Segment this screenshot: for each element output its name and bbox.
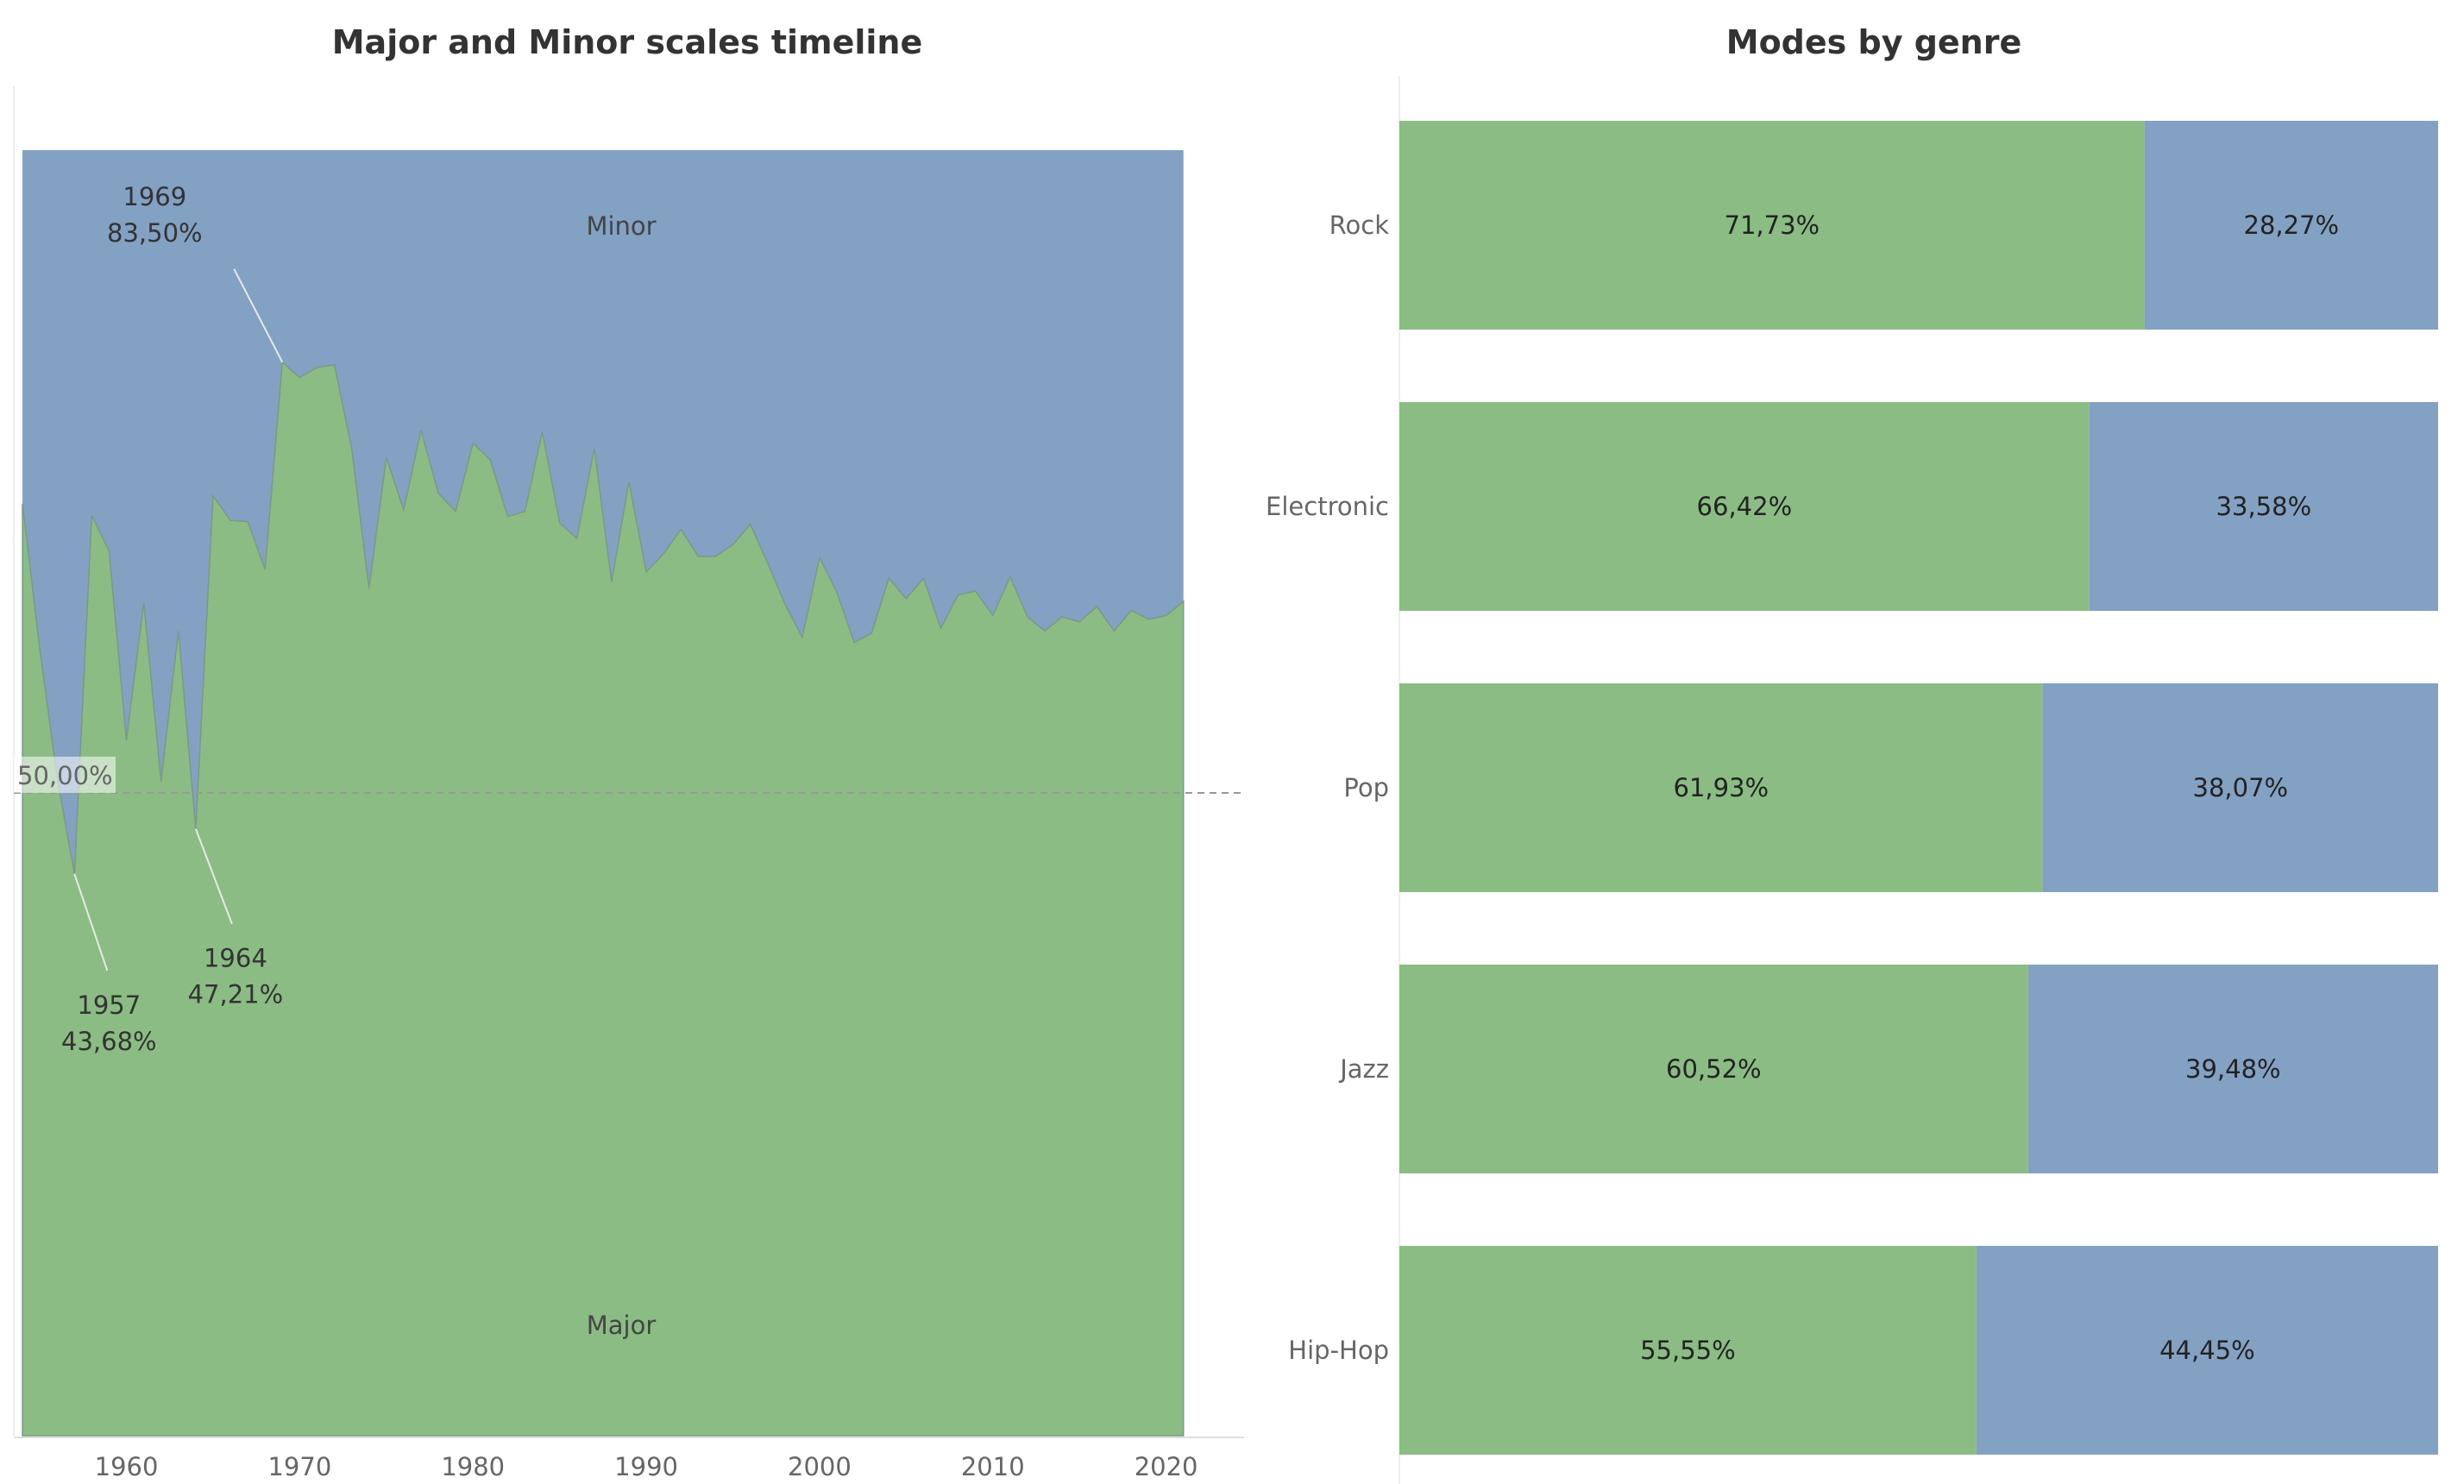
minor-region-label: Minor [586, 211, 656, 241]
major-bar-segment[interactable] [1399, 402, 2090, 611]
major-region-label: Major [587, 1311, 657, 1340]
annotation-percent: 83,50% [107, 218, 203, 248]
annotation-year: 1969 [123, 182, 186, 211]
bar-value-label: 55,55% [1640, 1336, 1736, 1365]
genre-label: Jazz [1338, 1054, 1389, 1084]
minor-bar-segment[interactable] [2144, 121, 2438, 330]
annotation-leader-line [194, 828, 233, 925]
minor-bar-segment[interactable] [1976, 1246, 2438, 1455]
genre-label: Hip-Hop [1288, 1336, 1389, 1365]
x-tick-label: 2010 [961, 1452, 1025, 1481]
major-bar-segment[interactable] [1399, 1246, 1977, 1455]
x-tick-label: 1970 [267, 1452, 331, 1481]
annotations: 1969 83,50% 1957 43,68% 1964 47,21% [61, 182, 284, 1056]
minor-bar-segment[interactable] [2089, 402, 2438, 611]
annotation-percent: 47,21% [188, 980, 284, 1009]
genre-label: Electronic [1266, 492, 1389, 521]
reference-line-label: 50,00% [17, 761, 113, 790]
genre-bars: Rock 71,73% 28,27% Electronic 66,42% 33,58% Po… [1266, 121, 2438, 1455]
bar-value-label: 39,48% [2185, 1054, 2281, 1084]
reference-label-background [14, 757, 116, 793]
genre-label: Rock [1329, 211, 1390, 240]
genre-label: Pop [1343, 773, 1389, 802]
annotation-year: 1957 [77, 990, 141, 1020]
x-tick-label: 2020 [1135, 1452, 1198, 1481]
major-bar-segment[interactable] [1399, 121, 2145, 330]
bar-value-label: 28,27% [2244, 211, 2340, 240]
x-tick-label: 1980 [441, 1452, 505, 1481]
bar-value-label: 71,73% [1725, 211, 1820, 240]
bar-value-label: 66,42% [1697, 492, 1793, 521]
annotation-year: 1964 [204, 944, 267, 973]
bar-value-label: 33,58% [2216, 492, 2312, 521]
annotation-leader-line [233, 268, 284, 363]
major-area[interactable] [22, 361, 1185, 1437]
bar-value-label: 60,52% [1666, 1054, 1762, 1084]
genre-chart: Modes by genre Rock 71,73% 28,27% Electroni… [1266, 23, 2438, 1484]
bar-value-label: 61,93% [1674, 773, 1769, 802]
timeline-chart: Major and Minor scales timeline Minor Ma… [13, 23, 1244, 1481]
x-tick-label: 1990 [614, 1452, 678, 1481]
x-tick-label: 2000 [788, 1452, 852, 1481]
x-axis-ticks: 1960 1970 1980 1990 2000 2010 2020 [95, 1452, 1198, 1481]
major-bar-segment[interactable] [1399, 683, 2043, 892]
annotation-percent: 43,68% [61, 1027, 157, 1056]
minor-bar-segment[interactable] [2027, 965, 2438, 1173]
major-bar-segment[interactable] [1399, 965, 2028, 1173]
bar-value-label: 44,45% [2159, 1336, 2255, 1365]
genre-title: Modes by genre [1726, 23, 2021, 61]
bar-value-label: 38,07% [2193, 773, 2289, 802]
x-tick-label: 1960 [95, 1452, 159, 1481]
minor-bar-segment[interactable] [2042, 683, 2438, 892]
timeline-title: Major and Minor scales timeline [332, 23, 923, 61]
annotation-leader-line [73, 873, 109, 972]
